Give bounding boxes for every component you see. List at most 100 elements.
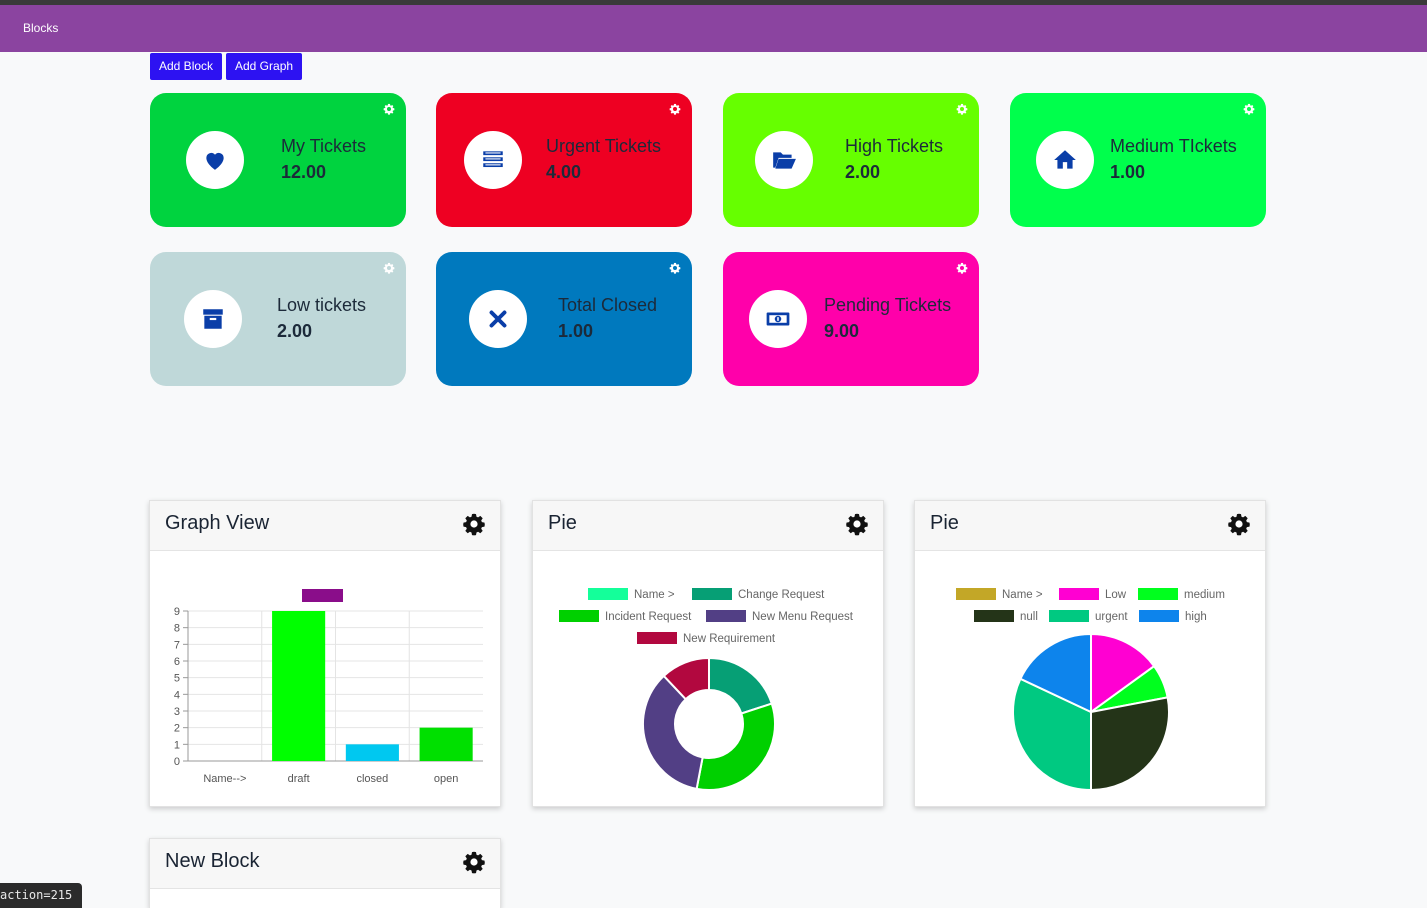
block-card[interactable]: Low tickets 2.00 xyxy=(150,252,406,386)
graph-view-panel: Graph View 0 1 2 3 4 5 6 7 8 9 Name--> draft closed o… xyxy=(149,500,501,807)
legend-swatch xyxy=(692,588,732,600)
navbar: Blocks xyxy=(0,5,1427,52)
window-top-border xyxy=(0,0,1427,5)
pie-slice xyxy=(642,674,704,791)
block-card[interactable]: Urgent Tickets 4.00 xyxy=(436,93,692,227)
gear-icon[interactable] xyxy=(1227,512,1251,536)
y-tick-label: 9 xyxy=(174,606,180,618)
panel-header: Pie xyxy=(915,501,1265,551)
block-card[interactable]: Medium TIckets 1.00 xyxy=(1010,93,1266,227)
legend-swatch xyxy=(588,588,628,600)
legend-label: Incident Request xyxy=(605,611,692,623)
legend-swatch xyxy=(559,610,599,622)
icon-circle xyxy=(755,131,813,189)
pie-panel-1: Pie Name > Change Request Incident Request… xyxy=(532,500,884,807)
new-block-panel: New Block xyxy=(149,838,501,908)
panel-header: Pie xyxy=(533,501,883,551)
icon-circle xyxy=(1036,131,1094,189)
y-tick-label: 2 xyxy=(174,723,180,735)
legend-label: New Requirement xyxy=(683,633,776,645)
panel-title: Pie xyxy=(548,512,577,534)
legend-label: medium xyxy=(1184,589,1225,601)
legend-label: high xyxy=(1185,611,1207,623)
icon-circle xyxy=(464,131,522,189)
y-tick-label: 8 xyxy=(174,623,180,635)
add-block-button[interactable]: Add Block xyxy=(150,53,223,80)
gear-icon[interactable] xyxy=(956,262,968,274)
archive-icon xyxy=(203,309,223,329)
y-tick-label: 3 xyxy=(174,706,180,718)
pie-slice xyxy=(1090,632,1156,714)
block-label: Medium TIckets xyxy=(1110,136,1237,156)
status-bar: action=215 xyxy=(0,883,82,908)
icon-circle xyxy=(186,131,244,189)
block-label: Low tickets xyxy=(277,295,367,315)
block-value: 2.00 xyxy=(277,321,313,341)
gear-icon[interactable] xyxy=(1243,103,1255,115)
block-card[interactable]: My Tickets 12.00 xyxy=(150,93,406,227)
block-label: Pending Tickets xyxy=(824,295,952,315)
pie-slice xyxy=(1012,677,1092,792)
pie-slice xyxy=(708,656,774,715)
gear-icon[interactable] xyxy=(669,262,681,274)
pie-slice xyxy=(662,656,710,701)
bar xyxy=(345,744,399,761)
gear-icon[interactable] xyxy=(462,512,486,536)
gear-icon[interactable] xyxy=(956,103,968,115)
bar xyxy=(419,727,473,761)
gear-icon[interactable] xyxy=(845,512,869,536)
x-tick-label: Name--> xyxy=(203,773,246,785)
block-value: 1.00 xyxy=(558,321,594,341)
legend-label: New Menu Request xyxy=(752,611,854,623)
pie-slice xyxy=(1090,696,1170,792)
x-tick-label: closed xyxy=(356,773,388,785)
x-tick-label: open xyxy=(434,773,458,785)
donut-chart: Name > Change Request Incident Request New … xyxy=(559,588,854,791)
gear-icon[interactable] xyxy=(383,262,395,274)
legend-label: Low xyxy=(1105,589,1127,601)
legend-swatch xyxy=(956,588,996,600)
gear-icon[interactable] xyxy=(669,103,681,115)
y-tick-label: 1 xyxy=(174,739,180,751)
block-value: 1.00 xyxy=(1110,162,1146,182)
icon-circle xyxy=(184,290,242,348)
icon-circle xyxy=(749,290,807,348)
block-label: My Tickets xyxy=(281,136,367,156)
legend-label: Name > xyxy=(1002,589,1043,601)
y-tick-label: 7 xyxy=(174,639,180,651)
block-value: 4.00 xyxy=(546,162,582,182)
block-card[interactable]: Total Closed 1.00 xyxy=(436,252,692,386)
panel-title: New Block xyxy=(165,850,260,872)
panel-header: Graph View xyxy=(150,501,500,551)
y-tick-label: 4 xyxy=(174,689,180,701)
y-tick-label: 5 xyxy=(174,673,180,685)
gear-icon[interactable] xyxy=(383,103,395,115)
panel-header: New Block xyxy=(150,839,500,889)
add-graph-button[interactable]: Add Graph xyxy=(226,53,303,80)
block-value: 9.00 xyxy=(824,321,860,341)
block-card[interactable]: High Tickets 2.00 xyxy=(723,93,979,227)
legend-swatch xyxy=(706,610,746,622)
gear-icon[interactable] xyxy=(462,850,486,874)
block-label: Total Closed xyxy=(558,295,658,315)
block-value: 12.00 xyxy=(281,162,327,182)
y-tick-label: 6 xyxy=(174,656,180,668)
legend-swatch xyxy=(974,610,1014,622)
bar-chart: 0 1 2 3 4 5 6 7 8 9 Name--> draft closed open xyxy=(174,589,483,785)
panel-title: Pie xyxy=(930,512,959,534)
folder-open-icon xyxy=(773,152,796,169)
navbar-brand[interactable]: Blocks xyxy=(23,21,59,35)
block-value: 2.00 xyxy=(845,162,881,182)
heart-icon xyxy=(206,152,224,170)
legend-label: urgent xyxy=(1095,611,1128,623)
block-label: High Tickets xyxy=(845,136,944,156)
pie-chart: Name > Low medium null urgent high xyxy=(956,588,1225,792)
pie-slice xyxy=(1019,632,1092,714)
legend-label: null xyxy=(1020,611,1038,623)
block-card[interactable]: Pending Tickets 9.00 xyxy=(723,252,979,386)
legend-swatch xyxy=(1138,588,1178,600)
money-icon xyxy=(766,312,790,326)
x-tick-label: draft xyxy=(288,773,310,785)
pie-slice xyxy=(695,702,776,791)
legend-swatch xyxy=(637,632,677,644)
